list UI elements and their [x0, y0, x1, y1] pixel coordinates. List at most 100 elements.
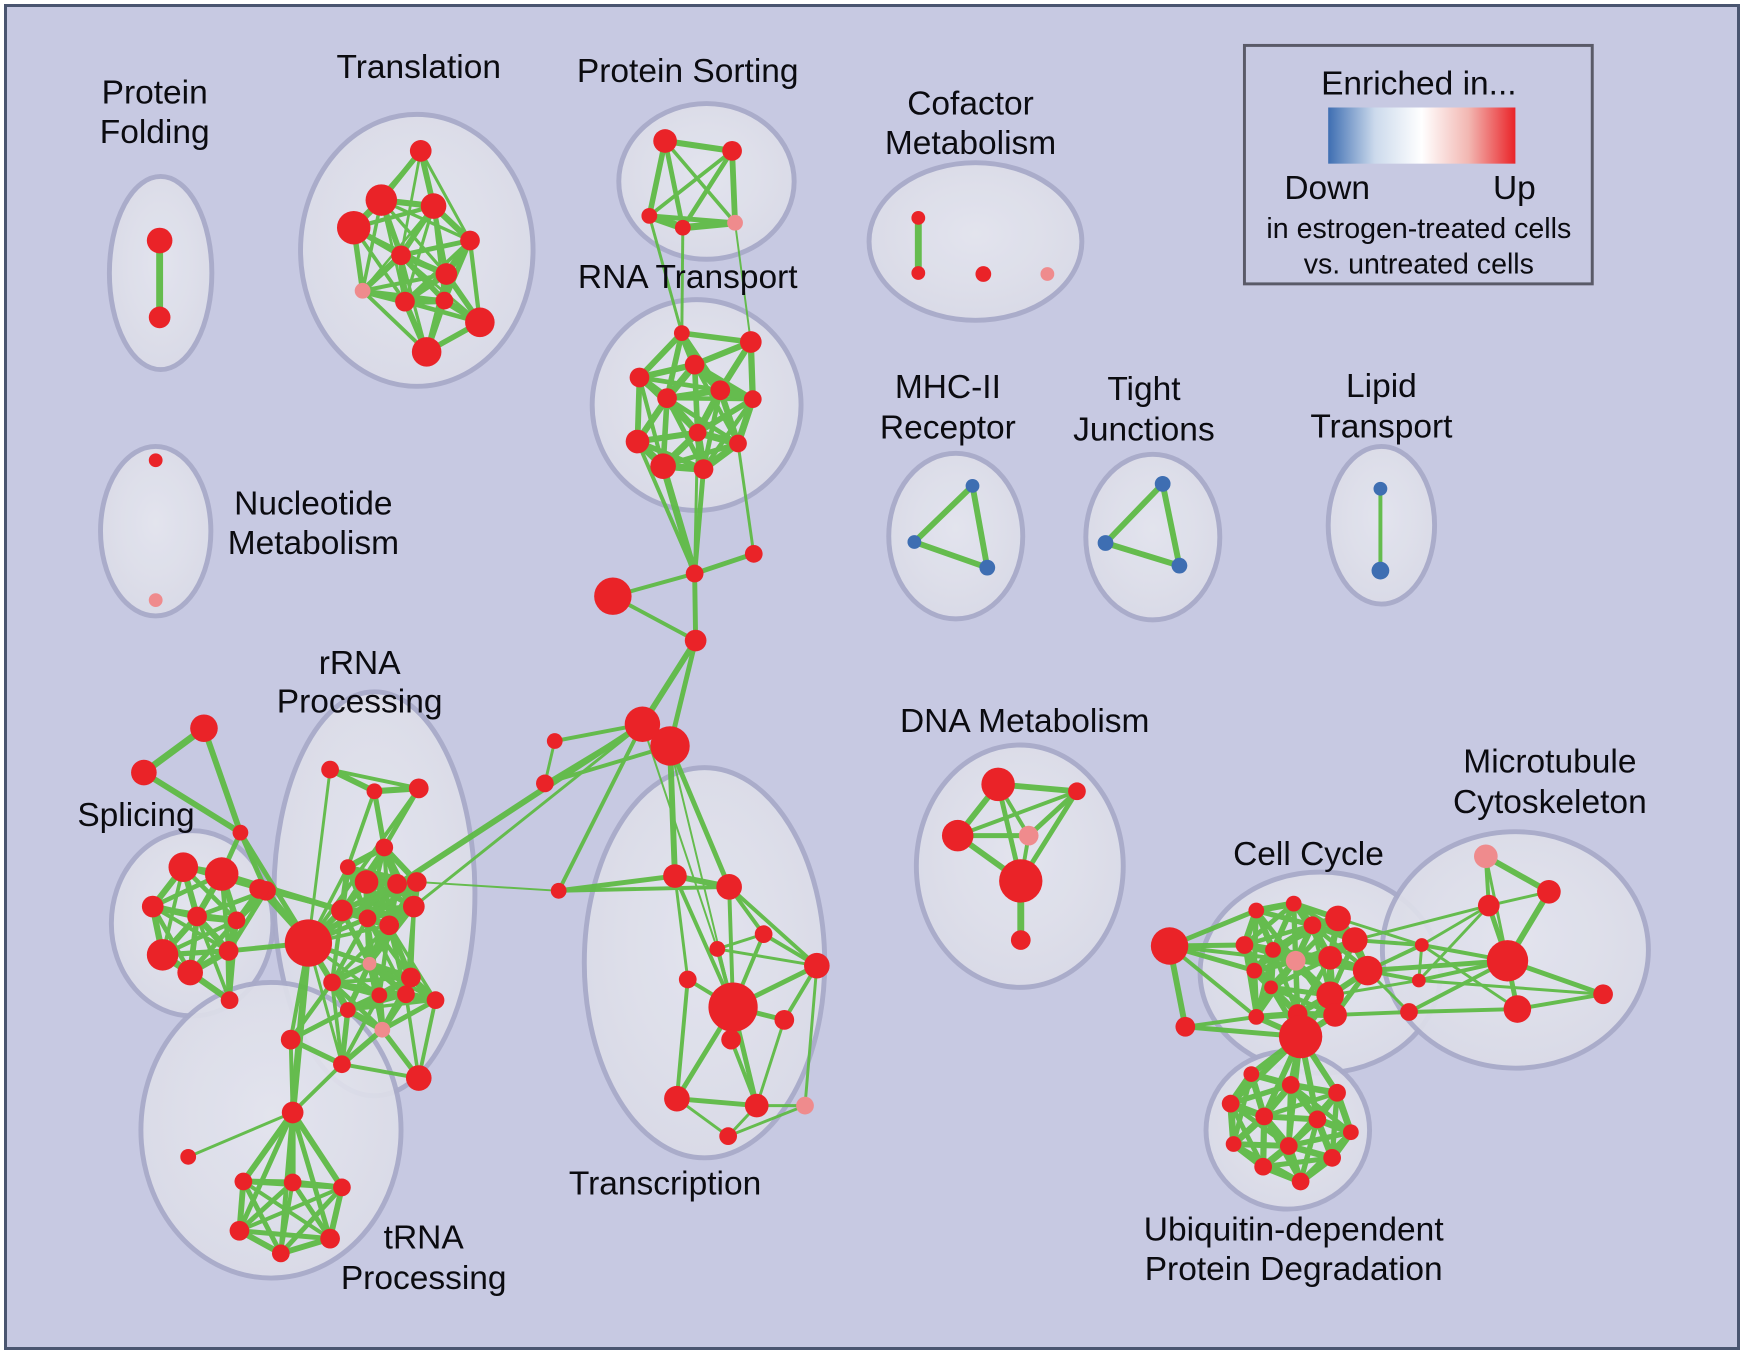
node-red-translation — [336, 210, 371, 245]
edge-tight_junctions — [1159, 480, 1183, 569]
node-red-cofactor — [911, 266, 926, 280]
edge-rrna — [330, 980, 344, 1067]
edge-conn — [692, 571, 699, 644]
cluster-ellipse-tight_junctions — [1083, 451, 1223, 623]
node-red-cell_cycle — [1352, 955, 1383, 986]
edge-microtubule — [1407, 1007, 1520, 1014]
node-red-translation — [435, 291, 454, 310]
cluster-label-transcription: Transcription — [569, 1165, 761, 1202]
edge-dna — [1026, 788, 1080, 839]
node-red-transcription — [744, 1093, 769, 1118]
node-red-transcription — [804, 952, 830, 979]
cluster-label-rrna: rRNA Processing — [277, 645, 443, 720]
edge-tight_junctions — [1102, 540, 1183, 569]
node-red-translation — [460, 230, 480, 251]
edge-mhc — [969, 482, 991, 571]
node-red-ubiquitin — [1308, 1110, 1327, 1129]
cluster-label-microtubule: Microtubule Cytoskeleton — [1453, 744, 1647, 821]
edge-splicing — [140, 769, 244, 836]
node-red-protein_sorting — [641, 208, 658, 224]
cluster-label-tight_junctions: Tight Junctions — [1073, 371, 1215, 448]
edge-trna — [278, 1184, 345, 1256]
node-red-conn — [685, 564, 704, 583]
edge-splicing — [226, 888, 269, 954]
legend-caption-line1: in estrogen-treated cells — [1266, 213, 1571, 245]
edge-protein_sorting — [663, 139, 737, 225]
node-red-conn — [684, 629, 707, 652]
node-red-rrna — [284, 919, 333, 967]
node-blue-mhc — [907, 535, 922, 549]
node-red-microtubule — [1503, 995, 1532, 1023]
edge-link-microtubule-cell_cycle — [1336, 916, 1424, 947]
enrichment-map-svg: Protein Folding Translation Protein Sorting… — [77, 43, 1651, 1297]
edge-link-splicing-rrna — [218, 871, 345, 914]
cluster-label-trna: tRNA Processing — [341, 1219, 507, 1296]
node-red-ubiquitin — [1243, 1066, 1260, 1082]
edge-ubiquitin — [1286, 1129, 1354, 1149]
node-red-cell_cycle — [1264, 980, 1278, 995]
node-red-rna_transport — [684, 354, 705, 375]
node-blue-lipid_transport — [1373, 481, 1388, 496]
node-red-nucleotide — [148, 453, 163, 468]
edge-cell_cycle — [1242, 923, 1315, 948]
node-red-transcription — [774, 1010, 795, 1030]
node-red-transcription — [721, 1029, 741, 1050]
node-pink-protein_sorting — [727, 214, 743, 231]
edge-rna_transport — [679, 330, 754, 345]
edge-transcription — [727, 884, 819, 968]
edge-link-cell_cycle-microtubule — [1353, 904, 1491, 942]
edge-rrna — [328, 767, 421, 791]
node-red-ubiquitin — [1254, 1157, 1273, 1176]
edge-trna — [289, 1109, 345, 1191]
edge-rrna — [329, 916, 370, 985]
node-pink-rrna — [362, 956, 377, 971]
node-red-ubiquitin — [1225, 1136, 1242, 1152]
node-red-microtubule — [1411, 973, 1426, 988]
node-red-translation — [395, 291, 415, 312]
edge-trna — [237, 1185, 344, 1233]
node-red-cell_cycle — [1265, 942, 1281, 958]
edge-protein_sorting — [729, 147, 738, 226]
node-red-rna_transport — [625, 429, 650, 454]
node-red-rrna — [366, 783, 383, 800]
node-red-rrna — [280, 1029, 301, 1050]
node-red-ubiquitin — [1291, 1172, 1310, 1191]
node-pink-cell_cycle — [1285, 950, 1306, 971]
edge-microtubule — [1420, 904, 1491, 947]
edge-link-conn-transcription — [556, 722, 645, 893]
node-red-rna_transport — [650, 453, 676, 479]
node-red-cell_cycle — [1248, 1009, 1265, 1025]
edge-ubiquitin — [1230, 1141, 1292, 1149]
cluster-label-mhc: MHC-II Receptor — [880, 369, 1016, 446]
edge-microtubule — [1515, 992, 1606, 1012]
node-red-cofactor — [975, 266, 992, 282]
edge-cell_cycle — [1183, 1014, 1259, 1029]
edge-link-protein_sorting-rna_transport — [647, 214, 684, 335]
edge-link-rna_transport-conn — [736, 442, 756, 556]
node-red-splicing — [131, 759, 157, 786]
node-red-ubiquitin — [1221, 1094, 1240, 1113]
edge-rna_transport — [636, 330, 685, 381]
edge-protein_sorting — [679, 219, 739, 232]
node-red-rrna — [249, 878, 269, 899]
edge-rna_transport — [694, 396, 756, 436]
node-pink-rrna — [374, 1021, 391, 1038]
edge-link-conn-transcription — [641, 723, 719, 950]
node-red-conn — [650, 726, 690, 766]
edge-link-protein_sorting-rna_transport — [734, 221, 752, 343]
edge-cell_cycle — [1270, 900, 1297, 953]
edge-trna — [278, 1180, 295, 1256]
node-blue-mhc — [979, 559, 996, 576]
node-pink-dna — [1018, 825, 1039, 846]
node-red-dna — [941, 819, 974, 852]
edge-link-microtubule-cell_cycle — [1333, 1010, 1411, 1017]
cluster-ellipse-mhc — [886, 450, 1026, 622]
node-red-rna_transport — [710, 380, 731, 401]
node-red-rrna — [321, 760, 339, 779]
node-red-dna — [999, 859, 1043, 903]
node-red-protein_sorting — [674, 219, 691, 236]
edge-rrna — [330, 923, 392, 985]
edge-link-protein_sorting-rna_transport — [680, 226, 685, 335]
edge-rrna — [339, 1007, 351, 1067]
edge-rna_transport — [634, 438, 707, 472]
